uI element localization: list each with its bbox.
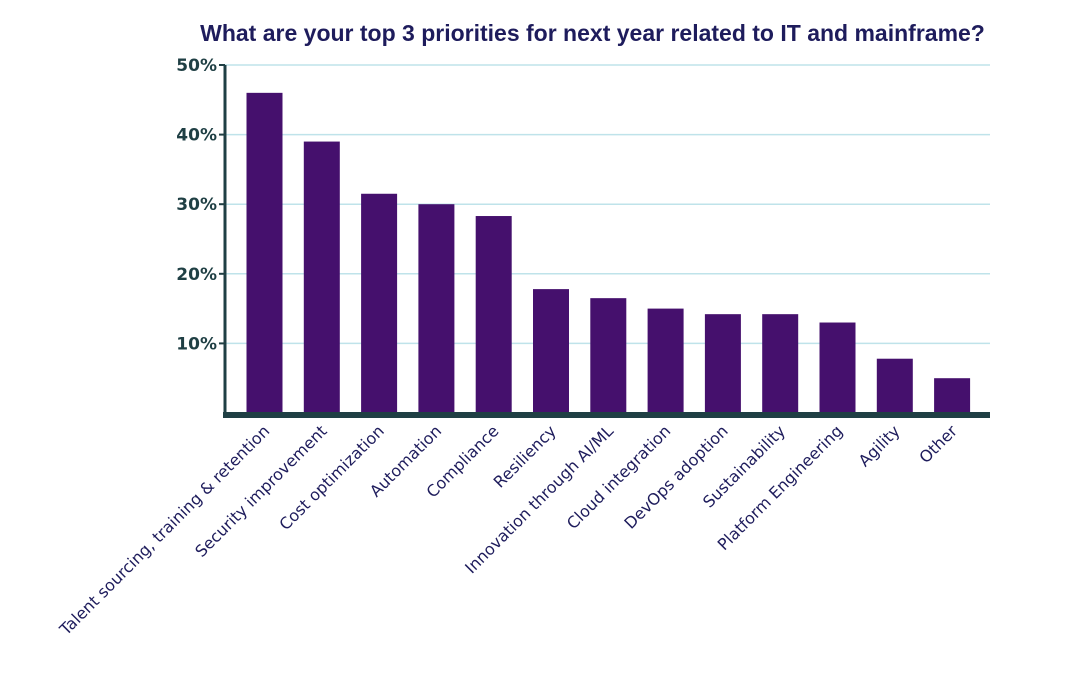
bar [475,216,512,413]
bar [647,308,684,413]
x-tick-label: Agility [855,421,904,470]
x-axis-baseline [223,412,990,418]
bar [819,322,856,413]
y-tick-label: 20% [176,265,217,285]
y-tick-label: 30% [176,195,217,215]
y-tick-label: 40% [176,126,217,146]
bar [762,314,799,413]
bar [303,141,340,413]
bars [246,92,971,413]
x-tick-label: Other [915,421,961,467]
bar [418,204,455,413]
bar [876,358,913,413]
x-tick-label: Talent sourcing, training & retention [55,421,273,639]
x-tick-label: Cloud integration [563,421,675,533]
bar [533,289,569,413]
y-tick-label: 10% [176,334,217,354]
x-tick-label: Cost optimization [275,421,388,534]
bar [246,92,283,413]
x-tick-label: DevOps adoption [620,421,731,532]
bar [361,193,398,413]
bar [934,378,971,413]
bar [590,298,627,413]
y-tick-labels: 10% 20% 30% 40% 50% [176,56,217,354]
axes [219,64,990,418]
gridlines [225,64,990,345]
chart-title: What are your top 3 priorities for next … [200,20,985,46]
bar [704,314,741,413]
y-tick-label: 50% [176,56,217,76]
x-tick-labels: Talent sourcing, training & retentionSec… [55,421,961,639]
